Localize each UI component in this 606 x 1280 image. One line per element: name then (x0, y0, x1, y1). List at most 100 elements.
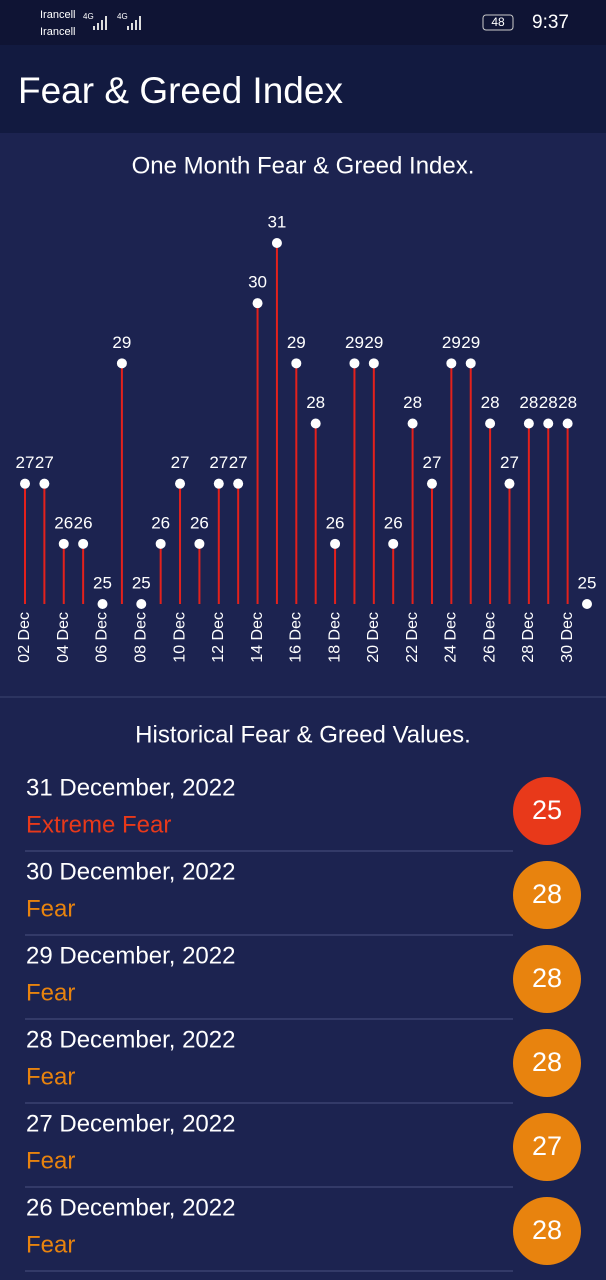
dot (523, 418, 534, 429)
x-tick-label: 08 Dec (132, 612, 149, 663)
x-tick-label: 04 Dec (55, 612, 72, 663)
value-label: 27 (423, 453, 442, 472)
value-label: 28 (481, 393, 500, 412)
dot (465, 358, 476, 369)
history-sentiment: Fear (26, 1063, 75, 1090)
dot (213, 478, 224, 489)
value-label: 27 (35, 453, 54, 472)
value-label: 27 (171, 453, 190, 472)
dot (310, 418, 321, 429)
value-badge (513, 1113, 581, 1181)
x-tick-label: 20 Dec (365, 612, 382, 663)
x-tick-label: 22 Dec (404, 612, 421, 663)
value-badge (513, 861, 581, 929)
dot (388, 538, 399, 549)
dot (39, 478, 50, 489)
value-label: 28 (403, 393, 422, 412)
history-date: 31 December, 2022 (26, 774, 235, 801)
dot (58, 538, 69, 549)
x-tick-label: 16 Dec (288, 612, 305, 663)
history-date: 29 December, 2022 (26, 942, 235, 969)
value-label: 26 (384, 513, 403, 532)
value-label: 25 (132, 573, 151, 592)
battery-icon (482, 14, 514, 31)
history-value: 27 (532, 1131, 562, 1161)
carrier: Irancell (40, 26, 75, 38)
value-label: 28 (306, 393, 325, 412)
x-tick-label: 02 Dec (16, 612, 33, 663)
x-tick-label: 30 Dec (559, 612, 576, 663)
dot (271, 238, 282, 248)
x-tick-label: 10 Dec (171, 612, 188, 663)
battery-level: 48 (491, 15, 505, 29)
app-bar (0, 45, 606, 133)
value-label: 29 (461, 333, 480, 352)
dot (175, 478, 186, 489)
dot (407, 418, 418, 429)
network: 4G (83, 12, 94, 21)
dot (349, 358, 360, 369)
history-date: 28 December, 2022 (26, 1026, 235, 1053)
section-title: Historical Fear & Greed Values. (135, 721, 471, 748)
dot (291, 358, 302, 369)
history-sentiment: Fear (26, 895, 75, 922)
value-label: 29 (287, 333, 306, 352)
history-date: 30 December, 2022 (26, 858, 235, 885)
value-badge (513, 945, 581, 1013)
carrier: Irancell (40, 9, 75, 21)
value-label: 26 (326, 513, 345, 532)
clock: 9:37 (532, 12, 569, 33)
dot (233, 478, 244, 489)
dot (426, 478, 437, 489)
x-tick-label: 28 Dec (520, 612, 537, 663)
history-sentiment: Fear (26, 979, 75, 1006)
value-label: 27 (229, 453, 248, 472)
value-label: 26 (151, 513, 170, 532)
x-tick-label: 14 Dec (249, 612, 266, 663)
value-label: 27 (16, 453, 35, 472)
dot (504, 478, 515, 489)
value-badge (513, 1029, 581, 1097)
history-value: 25 (532, 795, 562, 825)
value-label: 27 (500, 453, 519, 472)
dot (252, 298, 263, 309)
value-label: 29 (442, 333, 461, 352)
history-sentiment: Extreme Fear (26, 811, 171, 838)
dot (446, 358, 457, 369)
dot (543, 418, 554, 429)
value-label: 30 (248, 273, 267, 292)
status-bar (0, 0, 606, 45)
dot (97, 599, 108, 609)
value-label: 25 (93, 573, 112, 592)
dot (582, 599, 592, 609)
value-badge (513, 1197, 581, 1265)
dot (155, 538, 166, 549)
value-label: 26 (54, 513, 73, 532)
history-date: 26 December, 2022 (26, 1194, 235, 1221)
dot (116, 358, 127, 369)
x-tick-label: 26 Dec (481, 612, 498, 663)
value-label: 27 (209, 453, 228, 472)
chart-title: One Month Fear & Greed Index. (132, 152, 475, 179)
dot (78, 538, 89, 549)
signal-icons (93, 16, 141, 30)
value-label: 26 (190, 513, 209, 532)
value-label: 25 (578, 573, 597, 592)
value-label: 28 (539, 393, 558, 412)
history-value: 28 (532, 1047, 562, 1077)
app-title: Fear & Greed Index (18, 70, 343, 111)
value-label: 29 (112, 333, 131, 352)
value-label: 28 (519, 393, 538, 412)
history-sentiment: Fear (26, 1231, 75, 1258)
dot (485, 418, 496, 429)
dot (562, 418, 573, 429)
x-tick-label: 12 Dec (210, 612, 227, 663)
value-badge (513, 777, 581, 845)
dot (330, 538, 341, 549)
value-label: 29 (364, 333, 383, 352)
history-value: 28 (532, 1215, 562, 1245)
x-tick-label: 06 Dec (94, 612, 111, 663)
dot (136, 599, 147, 609)
